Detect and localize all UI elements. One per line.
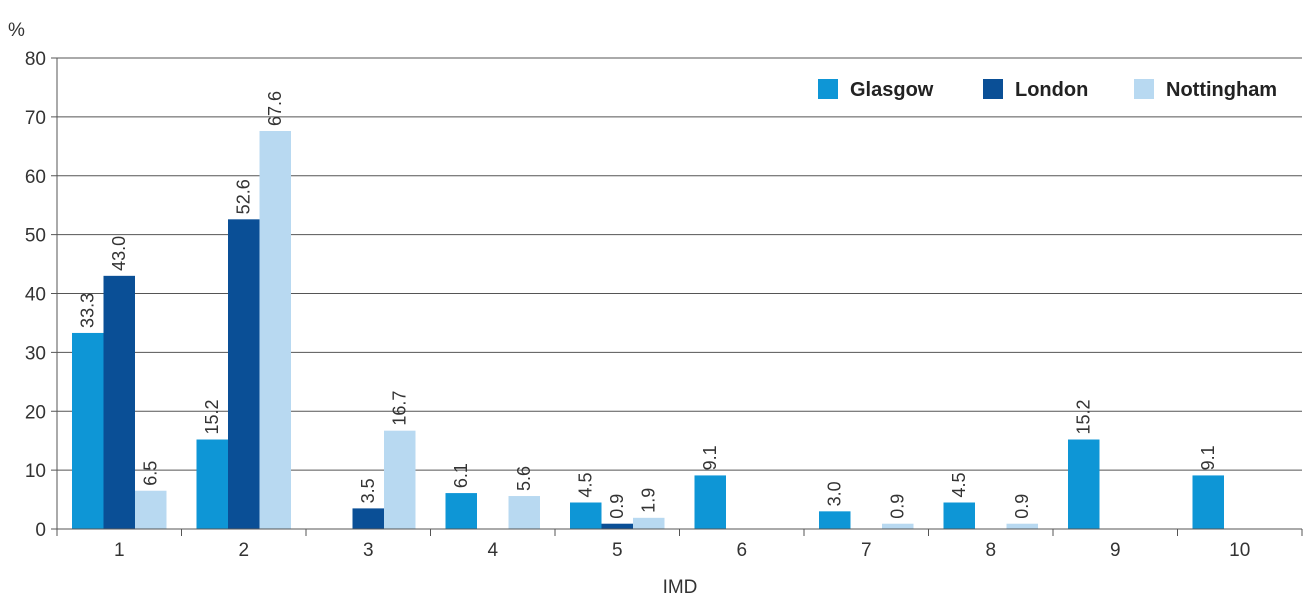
legend-label: London — [1015, 79, 1088, 101]
bar — [601, 523, 633, 529]
data-label: 5.6 — [514, 466, 534, 491]
data-label: 0.9 — [1012, 494, 1032, 519]
bar — [1006, 523, 1038, 529]
bar — [508, 496, 540, 529]
bar — [1192, 475, 1224, 529]
x-tick-label: 2 — [238, 540, 249, 561]
bar — [943, 502, 975, 529]
x-tick-label: 3 — [363, 540, 374, 561]
data-label: 15.2 — [1074, 399, 1094, 434]
x-tick-label: 7 — [861, 540, 872, 561]
bar — [445, 493, 477, 529]
x-tick-label: 8 — [985, 540, 996, 561]
data-label: 43.0 — [109, 236, 129, 271]
y-axis-label: % — [8, 20, 25, 41]
data-label: 15.2 — [202, 399, 222, 434]
x-tick-label: 9 — [1110, 540, 1121, 561]
bar — [72, 332, 104, 529]
y-tick-label: 30 — [25, 343, 46, 364]
data-label: 4.5 — [949, 472, 969, 497]
data-label: 9.1 — [700, 445, 720, 470]
data-label: 52.6 — [234, 179, 254, 214]
data-label: 0.9 — [888, 494, 908, 519]
x-axis: 1 2 3 4 5 6 7 8 9 10 — [56, 528, 1303, 561]
bar — [384, 430, 416, 529]
bar — [196, 439, 228, 529]
bar — [352, 508, 384, 529]
legend-label: Glasgow — [850, 79, 934, 101]
x-tick-label: 6 — [736, 540, 747, 561]
y-tick-label: 20 — [25, 402, 46, 423]
legend-swatch — [1134, 79, 1154, 99]
x-tick-label: 10 — [1229, 540, 1250, 561]
bar — [819, 511, 851, 529]
x-tick-label: 4 — [487, 540, 498, 561]
y-tick-label: 40 — [25, 285, 46, 306]
legend-swatch — [983, 79, 1003, 99]
y-tick-label: 70 — [25, 108, 46, 129]
data-label: 6.5 — [141, 461, 161, 486]
x-tick-label: 5 — [612, 540, 623, 561]
bars — [72, 131, 1224, 529]
bar — [103, 275, 135, 529]
bar — [135, 490, 167, 529]
x-tick-label: 1 — [114, 540, 125, 561]
data-label: 3.5 — [358, 478, 378, 503]
bar — [633, 517, 665, 529]
y-tick-label: 10 — [25, 461, 46, 482]
bar — [1068, 439, 1100, 529]
y-tick-label: 0 — [35, 520, 46, 541]
bar — [882, 523, 914, 529]
bar — [228, 219, 260, 529]
data-label: 4.5 — [576, 472, 596, 497]
bar — [570, 502, 602, 529]
data-label: 0.9 — [607, 494, 627, 519]
legend-label: Nottingham — [1166, 79, 1277, 101]
data-label: 16.7 — [390, 391, 410, 426]
y-tick-label: 80 — [25, 49, 46, 70]
y-axis: 0 10 20 30 40 50 60 70 80 — [25, 49, 58, 541]
data-label: 67.6 — [265, 91, 285, 126]
legend-swatch — [818, 79, 838, 99]
data-label: 9.1 — [1198, 445, 1218, 470]
bar — [259, 131, 291, 529]
bar — [694, 475, 726, 529]
legend: Glasgow London Nottingham — [818, 79, 1277, 101]
y-tick-label: 50 — [25, 226, 46, 247]
data-label: 6.1 — [451, 463, 471, 488]
data-label: 3.0 — [825, 481, 845, 506]
y-tick-label: 60 — [25, 167, 46, 188]
data-labels: 33.3 15.2 6.1 4.5 9.1 3.0 4.5 15.2 9.1 43.0 52.6 3.… — [78, 91, 1219, 519]
data-label: 1.9 — [639, 488, 659, 513]
data-label: 33.3 — [78, 293, 98, 328]
x-axis-label: IMD — [663, 577, 698, 598]
